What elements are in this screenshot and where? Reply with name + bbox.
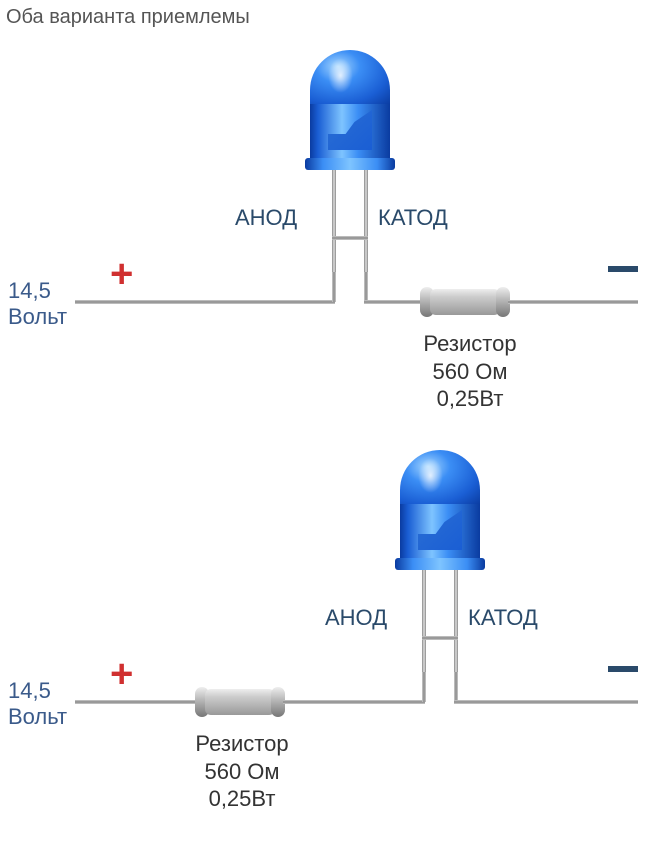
wire	[75, 300, 335, 304]
resistor-name: Резистор	[195, 731, 288, 756]
wire	[454, 700, 638, 704]
wire	[422, 636, 458, 640]
wire	[508, 300, 638, 304]
voltage-unit: Вольт	[8, 704, 67, 729]
voltage-value: 14,5	[8, 278, 51, 303]
voltage-label: 14,5 Вольт	[8, 278, 67, 331]
minus-icon	[608, 266, 638, 272]
resistor-value: 560 Ом	[432, 359, 507, 384]
resistor-value: 560 Ом	[204, 759, 279, 784]
resistor-icon	[420, 289, 510, 315]
resistor-power: 0,25Вт	[437, 386, 504, 411]
circuit-diagram-2: АНОД КАТОД + 14,5 Вольт Резистор 560 Ом …	[0, 440, 663, 830]
led-icon	[310, 50, 390, 200]
wire	[364, 272, 368, 302]
cathode-label: КАТОД	[468, 604, 538, 632]
wire	[364, 300, 424, 304]
anode-label: АНОД	[325, 604, 387, 632]
wire	[75, 700, 200, 704]
led-icon	[400, 450, 480, 600]
plus-icon: +	[110, 252, 133, 297]
minus-icon	[608, 666, 638, 672]
circuit-diagram-1: АНОД КАТОД + 14,5 Вольт Резистор 560 Ом …	[0, 40, 663, 430]
anode-label: АНОД	[235, 204, 297, 232]
voltage-label: 14,5 Вольт	[8, 678, 67, 731]
cathode-label: КАТОД	[378, 204, 448, 232]
wire	[332, 272, 336, 302]
voltage-value: 14,5	[8, 678, 51, 703]
wire	[422, 672, 426, 702]
resistor-name: Резистор	[423, 331, 516, 356]
voltage-unit: Вольт	[8, 304, 67, 329]
wire	[283, 700, 425, 704]
plus-icon: +	[110, 652, 133, 697]
resistor-label-block: Резистор 560 Ом 0,25Вт	[410, 330, 530, 413]
wire	[332, 236, 368, 240]
resistor-icon	[195, 689, 285, 715]
wire	[454, 672, 458, 702]
page-title: Оба варианта приемлемы	[6, 6, 250, 29]
resistor-label-block: Резистор 560 Ом 0,25Вт	[182, 730, 302, 813]
resistor-power: 0,25Вт	[209, 786, 276, 811]
